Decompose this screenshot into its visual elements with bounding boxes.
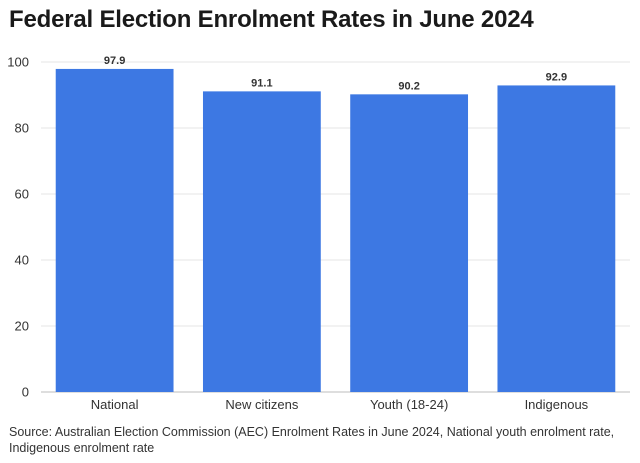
y-tick-label: 20 xyxy=(15,319,29,334)
x-tick-label: Youth (18-24) xyxy=(370,397,448,412)
y-tick-label: 80 xyxy=(15,121,29,136)
bar-indigenous xyxy=(497,85,616,393)
x-axis: National New citizens Youth (18-24) Indigen… xyxy=(91,397,589,412)
chart-title: Federal Election Enrolment Rates in June… xyxy=(9,6,534,33)
data-labels: 97.9 91.1 90.2 92.9 xyxy=(104,55,567,92)
bar-youth-18-24 xyxy=(350,94,469,392)
y-tick-label: 40 xyxy=(15,253,29,268)
data-label: 92.9 xyxy=(546,71,567,83)
bars xyxy=(55,68,616,393)
bar-new-citizens xyxy=(202,91,321,393)
source-note: Source: Australian Election Commission (… xyxy=(9,425,615,455)
x-tick-label: New citizens xyxy=(225,397,298,412)
y-tick-label: 60 xyxy=(15,187,29,202)
data-label: 97.9 xyxy=(104,55,125,67)
data-label: 90.2 xyxy=(398,80,419,92)
y-tick-label: 0 xyxy=(22,385,29,400)
x-tick-label: Indigenous xyxy=(525,397,589,412)
x-tick-label: National xyxy=(91,397,139,412)
y-tick-label: 100 xyxy=(7,55,29,70)
data-label: 91.1 xyxy=(251,77,272,89)
bar-national xyxy=(55,68,174,393)
y-axis: 0 20 40 60 80 100 xyxy=(7,55,29,400)
